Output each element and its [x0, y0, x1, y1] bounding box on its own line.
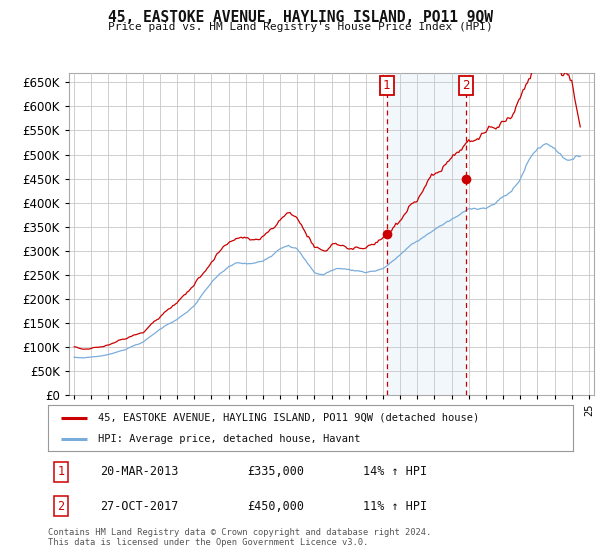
- Text: 11% ↑ HPI: 11% ↑ HPI: [363, 500, 427, 512]
- Text: 1: 1: [383, 80, 391, 92]
- Text: Contains HM Land Registry data © Crown copyright and database right 2024.
This d: Contains HM Land Registry data © Crown c…: [48, 528, 431, 547]
- Text: £450,000: £450,000: [248, 500, 305, 512]
- Text: 2: 2: [462, 80, 470, 92]
- Text: 1: 1: [58, 465, 65, 478]
- Text: 27-OCT-2017: 27-OCT-2017: [101, 500, 179, 512]
- Text: HPI: Average price, detached house, Havant: HPI: Average price, detached house, Hava…: [98, 434, 361, 444]
- Bar: [387, 73, 466, 395]
- Text: Price paid vs. HM Land Registry's House Price Index (HPI): Price paid vs. HM Land Registry's House …: [107, 22, 493, 32]
- Text: 45, EASTOKE AVENUE, HAYLING ISLAND, PO11 9QW: 45, EASTOKE AVENUE, HAYLING ISLAND, PO11…: [107, 10, 493, 25]
- Text: £335,000: £335,000: [248, 465, 305, 478]
- Text: 2: 2: [58, 500, 65, 512]
- Text: 20-MAR-2013: 20-MAR-2013: [101, 465, 179, 478]
- Text: 45, EASTOKE AVENUE, HAYLING ISLAND, PO11 9QW (detached house): 45, EASTOKE AVENUE, HAYLING ISLAND, PO11…: [98, 413, 479, 423]
- Text: 14% ↑ HPI: 14% ↑ HPI: [363, 465, 427, 478]
